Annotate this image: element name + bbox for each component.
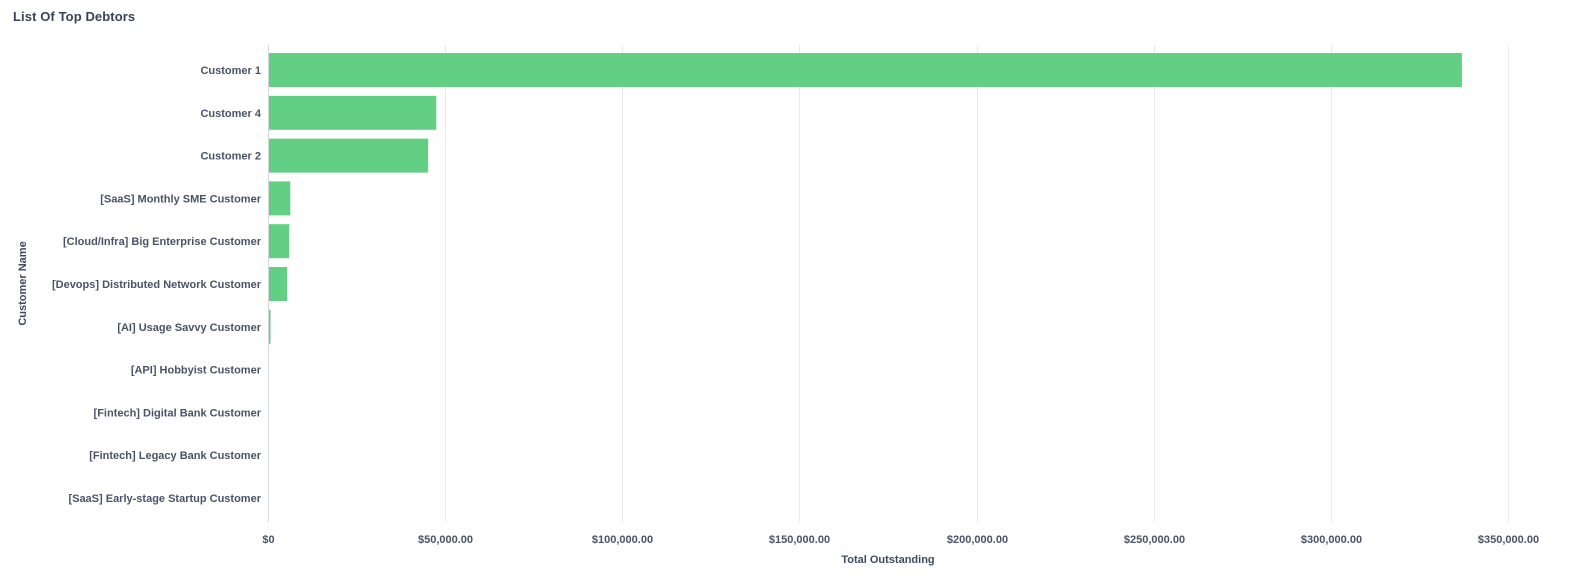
bar[interactable] <box>269 224 290 259</box>
x-tick-label: $100,000.00 <box>592 534 653 546</box>
category-label: [API] Hobbyist Customer <box>131 365 262 377</box>
bar[interactable] <box>269 267 288 301</box>
x-tick-label: $350,000.00 <box>1478 534 1539 546</box>
x-tick-label: $50,000.00 <box>418 534 473 546</box>
x-tick-label: $0 <box>262 534 274 546</box>
x-tick-label: $150,000.00 <box>769 534 830 546</box>
x-tick-label: $300,000.00 <box>1301 534 1362 546</box>
category-label: Customer 1 <box>200 65 261 77</box>
category-label: Customer 2 <box>200 151 261 163</box>
bar[interactable] <box>269 53 1462 87</box>
category-label: [SaaS] Early-stage Startup Customer <box>68 493 261 505</box>
bars <box>269 53 1462 344</box>
category-label: [SaaS] Monthly SME Customer <box>100 193 261 205</box>
bar[interactable] <box>269 309 271 344</box>
x-axis-title: Total Outstanding <box>841 554 934 566</box>
category-label: [Cloud/Infra] Big Enterprise Customer <box>63 236 262 248</box>
category-label: [AI] Usage Savvy Customer <box>117 322 261 334</box>
bar[interactable] <box>269 181 291 216</box>
category-label: [Fintech] Digital Bank Customer <box>94 407 262 419</box>
category-label: Customer 4 <box>200 108 261 120</box>
y-axis-title: Customer Name <box>17 241 29 325</box>
x-tick-label: $250,000.00 <box>1124 534 1185 546</box>
chart-title: List Of Top Debtors <box>13 9 136 24</box>
x-tick-label: $200,000.00 <box>947 534 1008 546</box>
gridlines <box>445 45 1509 522</box>
category-label: [Devops] Distributed Network Customer <box>52 279 262 291</box>
bar[interactable] <box>269 95 437 130</box>
category-label: [Fintech] Legacy Bank Customer <box>89 450 261 462</box>
x-tick-labels: $0 $50,000.00 $100,000.00 $150,000.00 $200,0… <box>262 534 1539 546</box>
bar[interactable] <box>269 138 429 173</box>
category-labels: Customer 1 Customer 4 Customer 2 [SaaS] Mon… <box>52 65 262 505</box>
